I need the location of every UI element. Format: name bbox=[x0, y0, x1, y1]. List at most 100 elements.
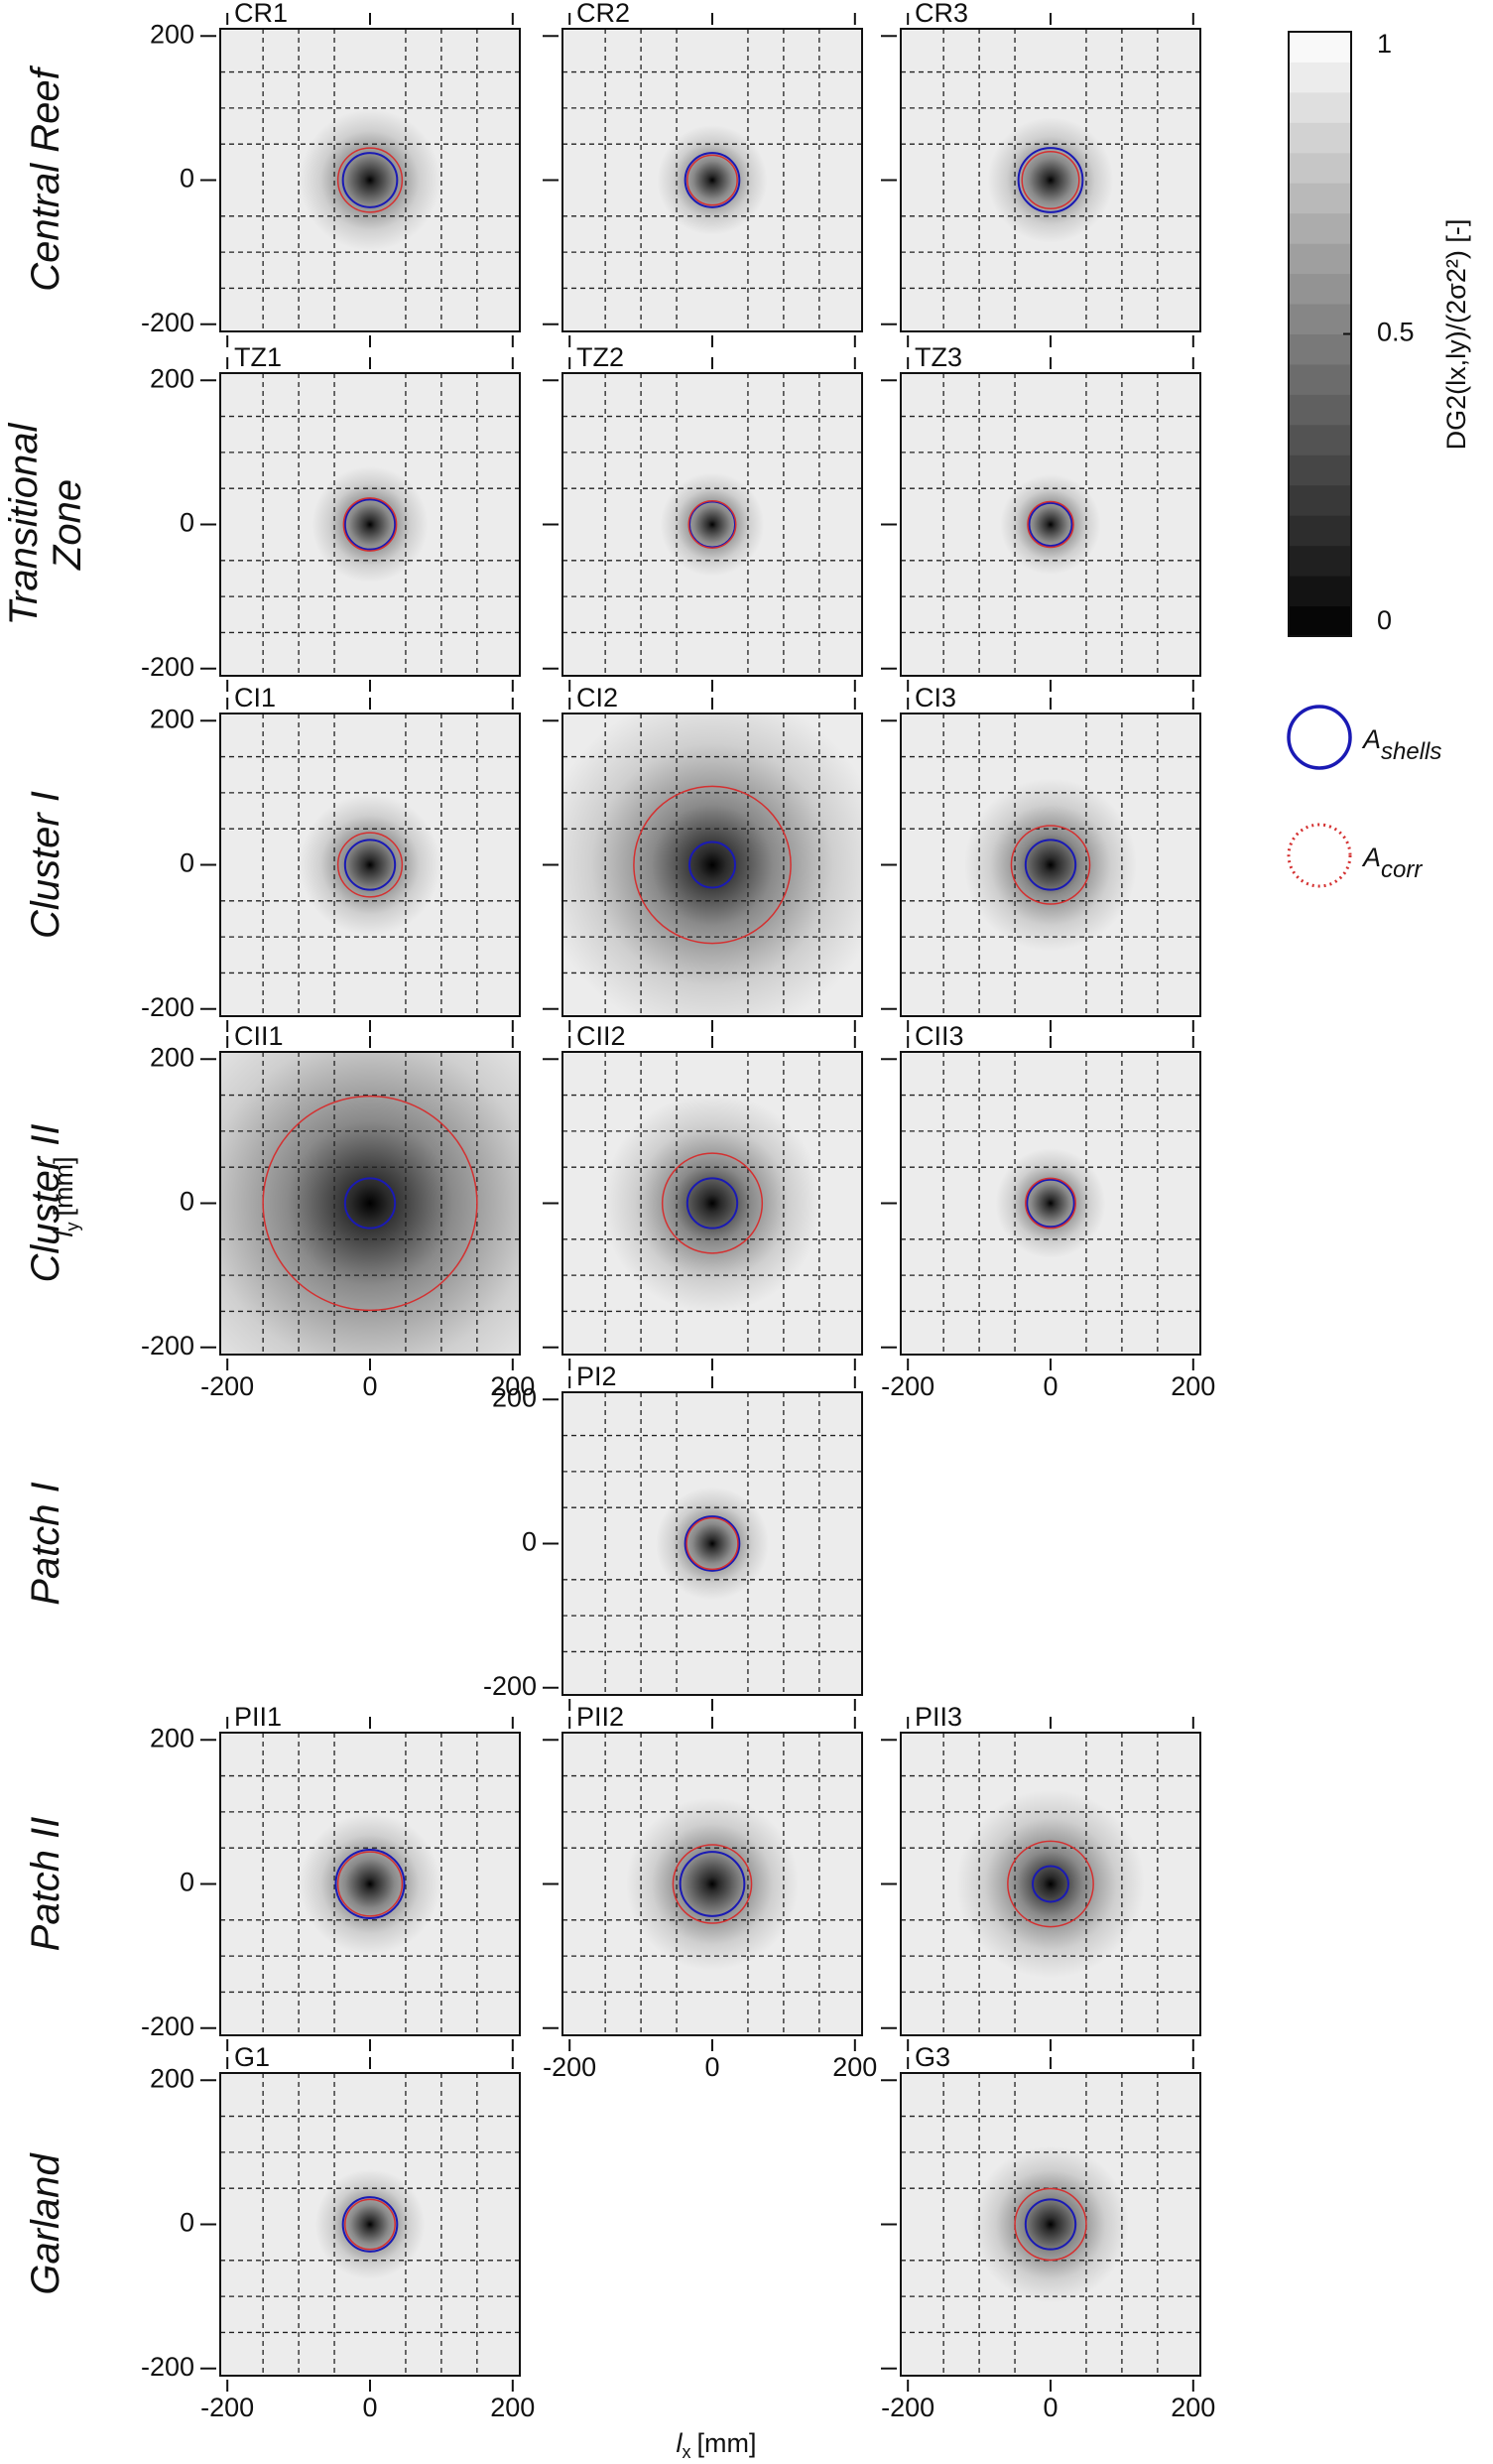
corr-contour bbox=[336, 832, 404, 898]
colorbar-step bbox=[1289, 62, 1351, 93]
colorbar-tick-label: 0.5 bbox=[1377, 318, 1415, 347]
colorbar-step bbox=[1289, 605, 1351, 637]
colorbar-step bbox=[1289, 484, 1351, 516]
panel-frame bbox=[561, 1051, 863, 1356]
colorbar-tick-label: 0 bbox=[1377, 605, 1392, 635]
x-tick-label: 200 bbox=[832, 2052, 877, 2082]
panel-frame bbox=[900, 713, 1201, 1017]
y_label-symbol: l bbox=[49, 1231, 78, 1237]
panel-title: TZ3 bbox=[915, 342, 962, 372]
row-label-line: Garland bbox=[24, 2152, 67, 2295]
panel-frame bbox=[219, 2072, 521, 2377]
shells-circle bbox=[1026, 1178, 1075, 1229]
panel-frame bbox=[561, 372, 863, 677]
x-tick-label: -200 bbox=[881, 2393, 934, 2422]
panel-title: G3 bbox=[915, 2042, 950, 2072]
row-label: Cluster II bbox=[24, 1123, 67, 1282]
shells-circle bbox=[341, 152, 399, 208]
panel-title: CR3 bbox=[915, 0, 968, 28]
legend-swatch bbox=[1287, 705, 1352, 770]
corr-contour bbox=[633, 785, 792, 945]
heatmap-field bbox=[901, 1733, 1200, 2035]
x_label: lx [mm] bbox=[677, 2428, 757, 2462]
shells-circle bbox=[341, 2196, 399, 2253]
row-label: Patch II bbox=[24, 1817, 67, 1952]
panel-title: CI3 bbox=[915, 683, 956, 713]
panel-title: CI2 bbox=[576, 683, 618, 713]
y-tick-label: 200 bbox=[150, 1042, 194, 1072]
panel-title: PI2 bbox=[576, 1362, 617, 1391]
legend-sub: corr bbox=[1381, 856, 1423, 883]
y-tick-label: 200 bbox=[150, 1723, 194, 1752]
shells-circle bbox=[343, 1177, 397, 1230]
heatmap-field bbox=[220, 1052, 520, 1355]
corr-contour bbox=[336, 1851, 404, 1917]
corr-contour bbox=[1027, 500, 1074, 549]
y-tick-label: -200 bbox=[483, 1671, 537, 1701]
panel-frame bbox=[219, 372, 521, 677]
colorbar-step bbox=[1289, 243, 1351, 275]
row-label-line: Zone bbox=[46, 479, 89, 571]
y-tick-label: 200 bbox=[150, 2063, 194, 2093]
shells-circle bbox=[1024, 839, 1077, 891]
y-tick-label: -200 bbox=[141, 652, 194, 682]
corr-contour bbox=[344, 2198, 396, 2251]
row-label-line: Cluster II bbox=[24, 1123, 67, 1282]
colorbar-label: DG2(lx,ly)/(2σ2²) [-] bbox=[1441, 219, 1471, 451]
y-tick-label: -200 bbox=[141, 2011, 194, 2041]
panel-title: CII2 bbox=[576, 1021, 626, 1051]
panel-title: PII1 bbox=[234, 1702, 282, 1732]
legend-label: Ashells bbox=[1361, 724, 1441, 765]
shells-circle bbox=[685, 1177, 739, 1230]
colorbar-step bbox=[1289, 545, 1351, 577]
x-tick-label: -200 bbox=[200, 2393, 254, 2422]
heatmap-field bbox=[901, 29, 1200, 331]
legend-label: Acorr bbox=[1361, 843, 1423, 883]
panel-frame bbox=[561, 713, 863, 1017]
panel-frame bbox=[219, 28, 521, 332]
panel-frame bbox=[561, 1391, 863, 1696]
panel-title: CII1 bbox=[234, 1021, 284, 1051]
shells-circle bbox=[343, 839, 397, 891]
x-tick-label: -200 bbox=[200, 1371, 254, 1401]
y-tick-label: 0 bbox=[180, 164, 194, 194]
colorbar-step bbox=[1289, 32, 1351, 63]
panel-frame bbox=[900, 2072, 1201, 2377]
corr-contour bbox=[685, 1516, 739, 1571]
colorbar-step bbox=[1289, 454, 1351, 486]
panel-frame bbox=[561, 1732, 863, 2036]
shells-circle bbox=[1017, 147, 1084, 213]
shells-circle bbox=[679, 1851, 746, 1917]
x-tick-label: 200 bbox=[1171, 1371, 1215, 1401]
heatmap-field bbox=[562, 713, 862, 1016]
x-tick-label: 200 bbox=[490, 1371, 535, 1401]
y_label-unit: [mm] bbox=[49, 1157, 78, 1217]
shells-circle bbox=[334, 1848, 406, 1920]
row-label-line: Cluster I bbox=[24, 791, 67, 939]
panel-frame bbox=[219, 1051, 521, 1356]
row-label: Patch I bbox=[24, 1482, 67, 1606]
heatmap-field bbox=[220, 2073, 520, 2376]
colorbar-step bbox=[1289, 424, 1351, 455]
corr-contour bbox=[1021, 150, 1080, 210]
corr-contour bbox=[342, 497, 398, 552]
corr-contour bbox=[687, 500, 737, 549]
colorbar-step bbox=[1289, 183, 1351, 214]
x_label-sub: x bbox=[683, 2442, 691, 2462]
y-tick-label: -200 bbox=[141, 1331, 194, 1361]
colorbar-step bbox=[1289, 152, 1351, 184]
x-tick-label: 200 bbox=[1171, 2393, 1215, 2422]
shells-circle bbox=[1032, 1865, 1069, 1903]
corr-contour bbox=[661, 1152, 764, 1254]
row-label-line: Patch II bbox=[24, 1817, 67, 1952]
panel-title: TZ2 bbox=[576, 342, 624, 372]
x_label-unit: [mm] bbox=[697, 2428, 757, 2458]
panel-title: PII3 bbox=[915, 1702, 962, 1732]
x-tick-label: 0 bbox=[362, 1371, 377, 1401]
panel-frame bbox=[561, 28, 863, 332]
colorbar-step bbox=[1289, 576, 1351, 607]
legend-sub: shells bbox=[1381, 738, 1441, 765]
panel-title: PII2 bbox=[576, 1702, 624, 1732]
panel-frame bbox=[900, 28, 1201, 332]
y-tick-label: -200 bbox=[141, 992, 194, 1022]
